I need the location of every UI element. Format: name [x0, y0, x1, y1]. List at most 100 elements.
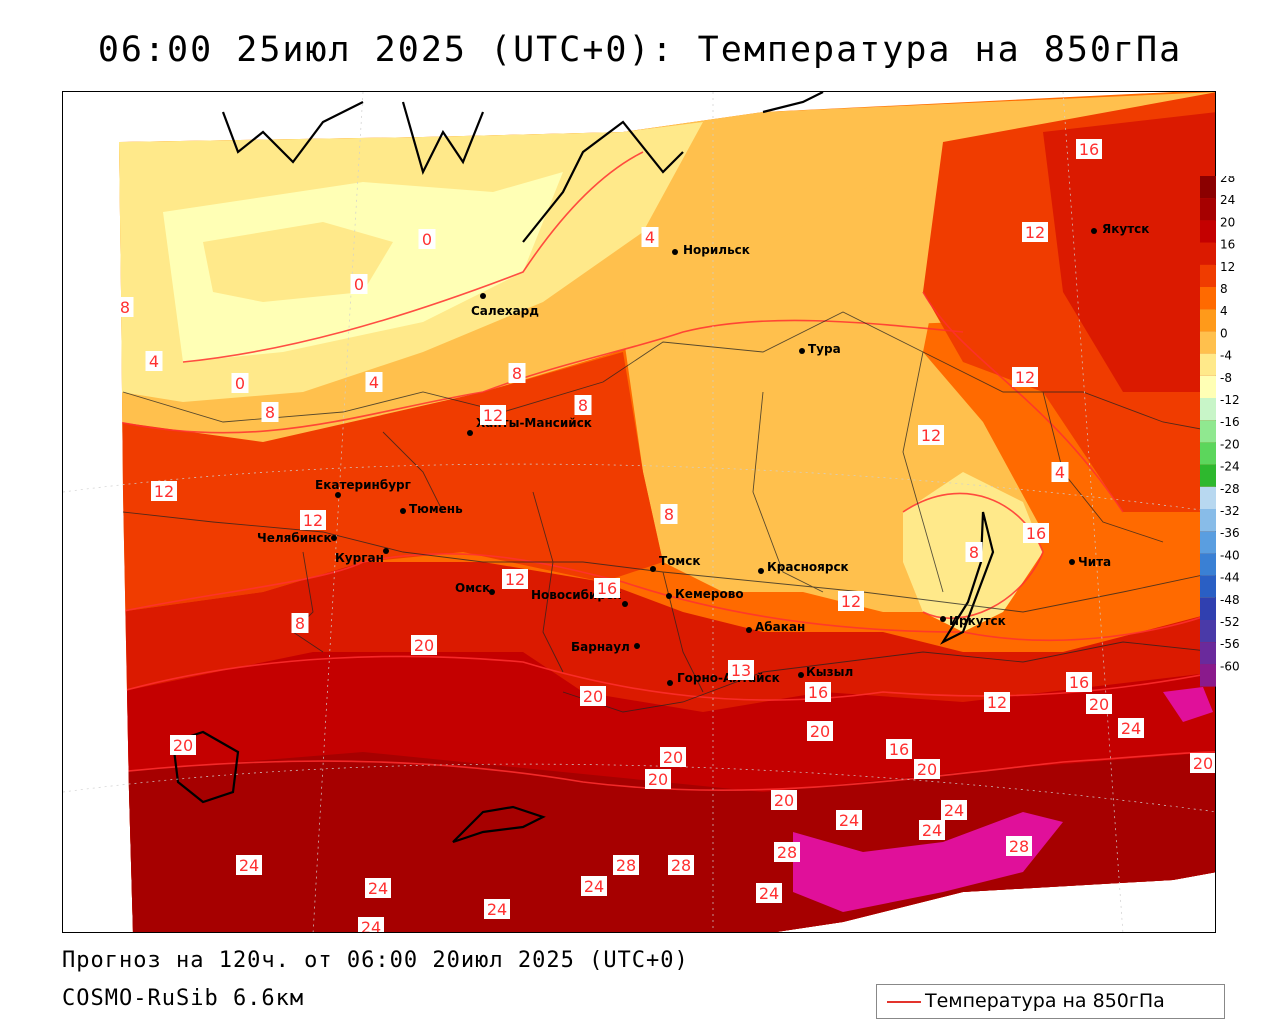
colorbar-segment — [1200, 464, 1216, 487]
contour-label-bg — [641, 227, 659, 247]
colorbar-tick-label: -12 — [1220, 393, 1240, 407]
colorbar-segment — [1200, 331, 1216, 354]
colorbar-segment — [1200, 398, 1216, 421]
contour-label-bg — [116, 297, 134, 317]
contour-label: 24 — [487, 900, 507, 919]
colorbar-segment — [1200, 642, 1216, 665]
svg-text:Томск: Томск — [659, 554, 701, 568]
contour-label-bg — [580, 686, 606, 706]
contour-label-bg — [170, 735, 196, 755]
colorbar-segment — [1200, 442, 1216, 465]
contour-label-bg — [919, 820, 945, 840]
svg-text:Екатеринбург: Екатеринбург — [315, 478, 411, 492]
contour-label: 24 — [839, 811, 859, 830]
contour-label-bg — [574, 395, 592, 415]
svg-text:Абакан: Абакан — [755, 620, 805, 634]
colorbar-segment — [1200, 375, 1216, 398]
contour-label: 12 — [921, 426, 941, 445]
city-yekaterinburg: Екатеринбург — [315, 478, 411, 498]
colorbar-tick-label: -8 — [1220, 371, 1232, 385]
svg-text:Иркутск: Иркутск — [949, 614, 1006, 628]
contour-label-bg — [807, 721, 833, 741]
admin-borders — [122, 311, 1215, 713]
city-krasnoyarsk: Красноярск — [758, 560, 849, 574]
contour-label: 13 — [731, 661, 751, 680]
city-tura: Тура — [799, 342, 841, 356]
city-chita: Чита — [1069, 555, 1111, 569]
contour-label: 12 — [505, 570, 525, 589]
colorbar-segment — [1200, 198, 1216, 221]
colorbar-svg: 28 24 20 16 12 8 4 0 -4 -8 -12 -16 -20 -24 -28 -32 -36 -4… — [1200, 171, 1240, 687]
contour-label-bg — [1076, 139, 1102, 159]
contour-label-bg — [660, 747, 686, 767]
contour-label-bg — [365, 372, 383, 392]
contour-label-bg — [1023, 523, 1049, 543]
colorbar-tick-label: -60 — [1220, 659, 1240, 673]
colorbar-segment — [1200, 264, 1216, 287]
svg-text:Красноярск: Красноярск — [767, 560, 849, 574]
city-kyzyl: Кызыл — [798, 665, 853, 679]
contour-label: 20 — [648, 770, 668, 789]
contour-label-bg — [594, 578, 620, 598]
legend: Температура на 850гПа — [876, 984, 1225, 1019]
contour-label: 12 — [1025, 223, 1045, 242]
colorbar-tick-label: -56 — [1220, 637, 1240, 651]
contour-label-bg — [291, 613, 309, 633]
city-salekhard: Салехард — [471, 293, 539, 318]
contour-label: 24 — [944, 801, 964, 820]
colorbar-tick-label: 12 — [1220, 260, 1235, 274]
map-title: 06:00 25июл 2025 (UTC+0): Температура на… — [97, 30, 1183, 70]
svg-text:Кызыл: Кызыл — [806, 665, 853, 679]
contour-label-bg — [965, 542, 983, 562]
colorbar-tick-label: -24 — [1220, 460, 1240, 474]
contour-label-bg — [660, 504, 678, 524]
contour-label-bg — [613, 855, 639, 875]
contour-label-bg — [1051, 462, 1069, 482]
contour-label: 12 — [841, 592, 861, 611]
contour-label: 4 — [149, 352, 159, 371]
contour-label: 16 — [597, 579, 617, 598]
contour-label: 20 — [173, 736, 193, 755]
contour-label: 24 — [922, 821, 942, 840]
colorbar-segment — [1200, 242, 1216, 265]
contour-label-bg — [836, 810, 862, 830]
city-gorno-altaysk: Горно-Алтайск — [667, 671, 780, 686]
contour-label: 24 — [239, 856, 259, 875]
contour-label: 8 — [512, 364, 522, 383]
svg-text:Чита: Чита — [1078, 555, 1111, 569]
contour-label: 24 — [1121, 719, 1141, 738]
contour-label: 0 — [422, 230, 432, 249]
contour-label-bg — [805, 682, 831, 702]
contour-label-bg — [771, 790, 797, 810]
map-svg: Норильск Якутск Салехард Тура Ханты-Манс… — [63, 92, 1215, 932]
colorbar-segment — [1200, 531, 1216, 554]
contour-label-bg — [508, 363, 526, 383]
contour-label-bg — [145, 351, 163, 371]
colorbar-tick-label: -36 — [1220, 526, 1240, 540]
city-chelyabinsk: Челябинск — [257, 531, 337, 545]
svg-text:Омск: Омск — [455, 581, 490, 595]
contour-label-bg — [941, 800, 967, 820]
svg-text:Тюмень: Тюмень — [409, 502, 463, 516]
contour-label: 16 — [808, 683, 828, 702]
svg-text:Тура: Тура — [808, 342, 841, 356]
contour-label-bg — [418, 229, 436, 249]
colorbar-segment — [1200, 575, 1216, 598]
colorbar-tick-label: 8 — [1220, 282, 1228, 296]
contour-label: 8 — [120, 298, 130, 317]
contour-label: 8 — [265, 403, 275, 422]
contour-label: 4 — [1055, 463, 1065, 482]
model-name: COSMO-RuSib 6.6км — [62, 986, 305, 1011]
city-barnaul: Барнаул — [571, 640, 640, 654]
temperature-map[interactable]: Норильск Якутск Салехард Тура Ханты-Манс… — [62, 91, 1216, 933]
colorbar-segment — [1200, 287, 1216, 310]
svg-text:Челябинск: Челябинск — [257, 531, 332, 545]
colorbar-segment — [1200, 309, 1216, 332]
colorbar-tick-label: 4 — [1220, 304, 1228, 318]
contour-label: 20 — [917, 760, 937, 779]
contour-label-bg — [350, 274, 368, 294]
colorbar-tick-label: -44 — [1220, 571, 1240, 585]
contour-label-bg — [728, 660, 754, 680]
colorbar-tick-label: -52 — [1220, 615, 1240, 629]
contour-label: 16 — [889, 740, 909, 759]
